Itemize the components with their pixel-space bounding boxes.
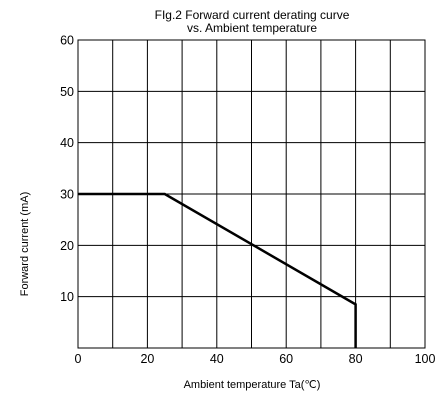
chart-title-line-2: vs. Ambient temperature (187, 21, 317, 35)
y-tick-label: 30 (60, 188, 74, 202)
x-tick-label: 60 (279, 352, 293, 366)
y-tick-label: 50 (60, 85, 74, 99)
x-axis-label: Ambient temperature Ta(℃) (184, 379, 321, 391)
y-tick-label: 20 (60, 239, 74, 253)
chart-title-line-1: FIg.2 Forward current derating curve (155, 8, 350, 22)
y-axis-ticks: 10 20 30 40 50 60 (60, 34, 74, 305)
x-tick-label: 20 (140, 352, 154, 366)
y-tick-label: 60 (60, 34, 74, 48)
x-tick-label: 80 (349, 352, 363, 366)
x-tick-label: 100 (415, 352, 436, 366)
y-tick-label: 40 (60, 136, 74, 150)
y-axis-label: Forward current (mA) (19, 192, 31, 297)
x-axis-ticks: 0 20 40 60 80 100 (75, 352, 436, 366)
derating-curve-line (78, 192, 357, 348)
x-tick-label: 40 (210, 352, 224, 366)
x-tick-label: 0 (75, 352, 82, 366)
y-tick-label: 10 (60, 290, 74, 304)
